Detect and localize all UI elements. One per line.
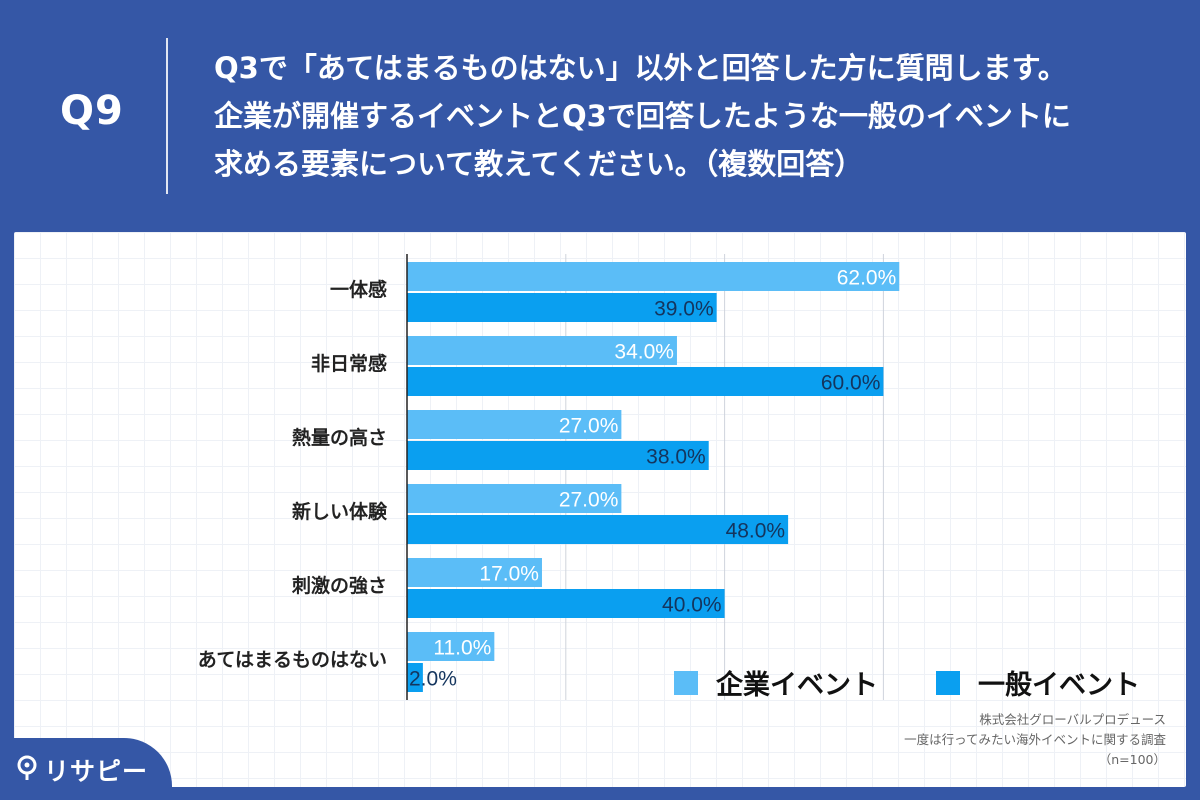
data-label: 27.0% [559,415,619,438]
bar [407,558,542,587]
header-divider [166,38,168,194]
legend-item-general: 一般イベント [936,663,1140,702]
bar [407,410,622,439]
bar-chart: 一体感 62.0% 39.0% 非日常感 34.0% 60.0% 熱量の高さ 27.0% 38.… [198,254,900,700]
bar [407,663,423,692]
data-label: 60.0% [821,372,881,395]
question-header: Q9 Q3で「あてはまるものはない」以外と回答した方に質問します。 企業が開催す… [0,0,1200,228]
data-label: 39.0% [654,298,714,321]
bar [407,262,900,291]
data-label: 2.0% [409,668,457,691]
legend-swatch-general [936,670,960,695]
data-label: 34.0% [614,341,674,364]
data-label: 17.0% [479,563,539,586]
question-line-1: Q3で「あてはまるものはない」以外と回答した方に質問します。 [214,51,1067,85]
source-note: 株式会社グローバルプロデュース 一度は行ってみたい海外イベントに関する調査 （n… [904,710,1166,770]
category-label: あてはまるものはない [198,649,387,671]
question-line-2: 企業が開催するイベントとQ3で回答したような一般のイベントに [214,99,1071,133]
question-text: Q3で「あてはまるものはない」以外と回答した方に質問します。 企業が開催するイベ… [214,44,1174,188]
bar [407,367,884,396]
category-label: 熱量の高さ [292,426,387,449]
brand-name: リサピー [44,757,149,786]
bar [407,484,622,513]
legend-label-corporate: 企業イベント [716,670,878,701]
source-survey: 一度は行ってみたい海外イベントに関する調査 [904,732,1166,747]
category-label: 一体感 [330,278,387,301]
source-company: 株式会社グローバルプロデュース [979,712,1166,727]
bar [407,515,789,544]
data-label: 11.0% [433,637,491,660]
category-label: 刺激の強さ [292,574,387,597]
bar [407,632,495,661]
chart-panel: 一体感 62.0% 39.0% 非日常感 34.0% 60.0% 熱量の高さ 27.0% 38.… [14,232,1186,787]
legend-swatch-corporate [674,670,698,695]
data-label: 40.0% [662,594,722,617]
bar [407,336,677,365]
bar [407,293,717,322]
bar [407,441,709,470]
data-label: 27.0% [559,489,619,512]
question-number: Q9 [60,88,124,134]
bar [407,589,725,618]
data-label: 38.0% [646,446,706,469]
data-label: 62.0% [837,267,897,290]
category-label: 新しい体験 [292,500,388,523]
pin-icon [17,755,37,780]
question-line-3: 求める要素について教えてください。（複数回答） [214,147,864,181]
data-label: 48.0% [726,520,786,543]
legend-label-general: 一般イベント [978,670,1140,701]
legend-item-corporate: 企業イベント [674,663,878,702]
source-sample: （n=100） [1098,752,1166,767]
brand-logo: リサピー [0,738,172,800]
category-label: 非日常感 [311,352,387,375]
